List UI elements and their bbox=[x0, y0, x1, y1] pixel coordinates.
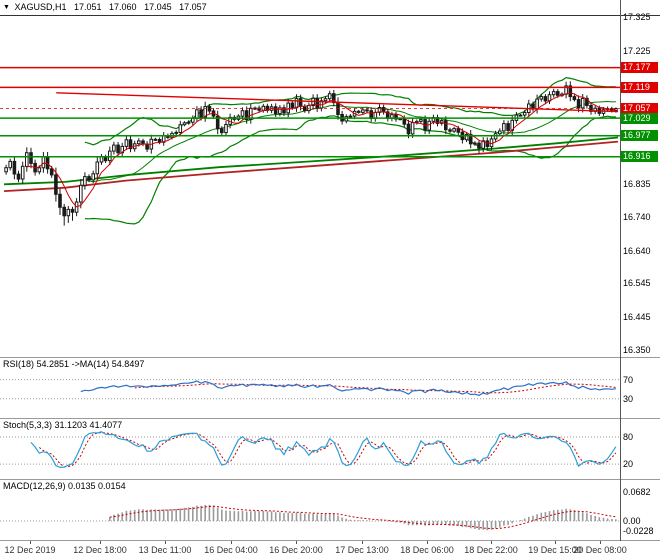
price-tick: 16.640 bbox=[623, 246, 651, 256]
panel-separator[interactable] bbox=[0, 540, 660, 541]
chart-top-border bbox=[0, 15, 660, 16]
quote-close: 17.057 bbox=[179, 2, 207, 12]
time-axis-label: 20 Dec 08:00 bbox=[573, 545, 627, 555]
rsi-panel: 70 30 RSI(18) 54.2851 ->MA(14) 54.8497 bbox=[0, 358, 660, 418]
symbol-marker-icon: ▼ bbox=[3, 4, 10, 11]
macd-level-label: 0.0682 bbox=[623, 487, 651, 497]
time-axis-label: 13 Dec 11:00 bbox=[138, 545, 192, 555]
time-tick bbox=[555, 541, 556, 544]
quote-low: 17.045 bbox=[144, 2, 172, 12]
rsi-level-label: 30 bbox=[623, 394, 634, 404]
price-tick: 17.325 bbox=[623, 12, 651, 22]
macd-chart-svg[interactable] bbox=[0, 480, 620, 540]
time-tick bbox=[296, 541, 297, 544]
panel-separator[interactable] bbox=[0, 418, 660, 419]
time-tick bbox=[30, 541, 31, 544]
time-tick bbox=[600, 541, 601, 544]
time-tick bbox=[491, 541, 492, 544]
time-axis-label: 16 Dec 04:00 bbox=[204, 545, 258, 555]
macd-label: MACD(12,26,9) 0.0135 0.0154 bbox=[3, 481, 126, 491]
rsi-label: RSI(18) 54.2851 ->MA(14) 54.8497 bbox=[3, 359, 145, 369]
time-axis-label: 18 Dec 22:00 bbox=[464, 545, 518, 555]
price-badge-support: 16.977 bbox=[621, 130, 658, 141]
price-tick: 16.445 bbox=[623, 312, 651, 322]
quote-open: 17.051 bbox=[73, 2, 102, 12]
panel-separator[interactable] bbox=[0, 479, 660, 480]
symbol-quote: ▼ XAGUSD,H1 17.051 17.060 17.045 17.057 bbox=[3, 2, 212, 12]
time-tick bbox=[100, 541, 101, 544]
axis-separator bbox=[620, 0, 621, 541]
rsi-level-label: 70 bbox=[623, 375, 634, 385]
time-tick bbox=[231, 541, 232, 544]
price-badge-resistance: 17.177 bbox=[621, 62, 658, 73]
price-badge-current: 17.057 bbox=[621, 103, 658, 114]
main-chart-panel: 17.325 17.225 16.835 16.740 16.640 16.545 16.4… bbox=[0, 0, 660, 357]
time-tick bbox=[362, 541, 363, 544]
price-tick: 17.225 bbox=[623, 46, 651, 56]
time-axis-label: 18 Dec 06:00 bbox=[400, 545, 454, 555]
price-badge-support: 17.029 bbox=[621, 113, 658, 124]
time-axis-label: 16 Dec 20:00 bbox=[269, 545, 323, 555]
time-axis-label: 17 Dec 13:00 bbox=[335, 545, 389, 555]
stoch-panel: 80 20 Stoch(5,3,3) 31.1203 41.4077 bbox=[0, 419, 660, 479]
price-axis[interactable]: 17.325 17.225 16.835 16.740 16.640 16.545 16.4… bbox=[621, 0, 660, 357]
rsi-chart-svg[interactable] bbox=[0, 358, 620, 418]
macd-level-label: -0.0228 bbox=[623, 526, 654, 536]
time-tick bbox=[165, 541, 166, 544]
stoch-label: Stoch(5,3,3) 31.1203 41.4077 bbox=[3, 420, 123, 430]
time-tick bbox=[427, 541, 428, 544]
macd-level-label: 0.00 bbox=[623, 516, 641, 526]
panel-separator[interactable] bbox=[0, 357, 660, 358]
time-axis-label: 19 Dec 15:00 bbox=[528, 545, 582, 555]
stoch-axis[interactable]: 80 20 bbox=[621, 419, 660, 479]
stoch-level-label: 20 bbox=[623, 459, 634, 469]
stoch-level-label: 80 bbox=[623, 432, 634, 442]
price-tick: 16.740 bbox=[623, 212, 651, 222]
price-tick: 16.545 bbox=[623, 278, 651, 288]
quote-high: 17.060 bbox=[109, 2, 137, 12]
stoch-chart-svg[interactable] bbox=[0, 419, 620, 479]
macd-panel: 0.0682 0.00 -0.0228 MACD(12,26,9) 0.0135 0… bbox=[0, 480, 660, 540]
price-badge-support: 16.916 bbox=[621, 151, 658, 162]
price-badge-resistance: 17.119 bbox=[621, 82, 658, 93]
symbol-name: XAGUSD,H1 bbox=[14, 2, 67, 12]
time-axis-label: 12 Dec 18:00 bbox=[73, 545, 127, 555]
macd-axis[interactable]: 0.0682 0.00 -0.0228 bbox=[621, 480, 660, 540]
price-tick: 16.835 bbox=[623, 179, 651, 189]
price-tick: 16.350 bbox=[623, 345, 651, 355]
time-axis[interactable]: 12 Dec 2019 12 Dec 18:00 13 Dec 11:00 16 De… bbox=[0, 541, 660, 560]
rsi-axis[interactable]: 70 30 bbox=[621, 358, 660, 418]
main-chart-svg[interactable] bbox=[0, 0, 620, 357]
time-axis-label: 12 Dec 2019 bbox=[4, 545, 56, 555]
